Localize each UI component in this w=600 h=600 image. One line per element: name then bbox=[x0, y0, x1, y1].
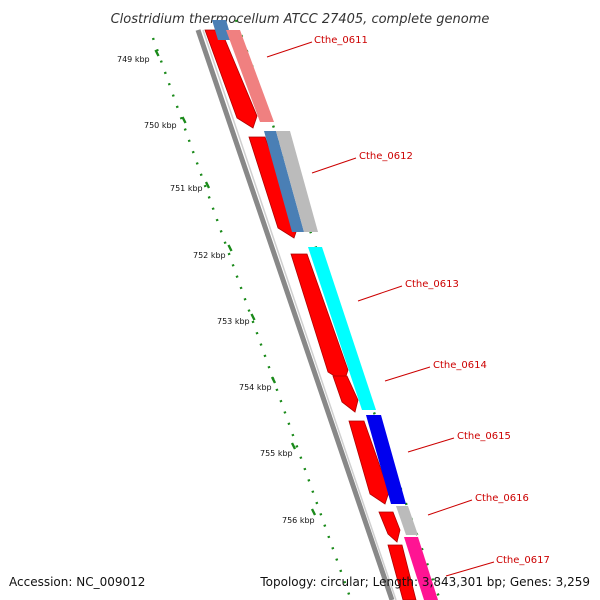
cds-arrow bbox=[378, 511, 401, 543]
genome-summary: Topology: circular; Length: 3,843,301 bp… bbox=[259, 575, 590, 589]
ruler-tick-label: 753 kbp bbox=[217, 317, 250, 326]
cds-arrow bbox=[387, 544, 417, 600]
ruler-tick-label: 751 kbp bbox=[170, 184, 203, 193]
feature-bar bbox=[404, 537, 438, 600]
sequence-backbone bbox=[195, 29, 395, 600]
accession-label: Accession: NC_009012 bbox=[9, 575, 145, 589]
gene-label: Cthe_0613 bbox=[405, 279, 459, 290]
feature-track-ticks bbox=[234, 19, 442, 600]
cds-arrow bbox=[348, 420, 390, 505]
gene-label: Cthe_0616 bbox=[475, 493, 529, 504]
ruler-tick-label: 754 kbp bbox=[239, 383, 272, 392]
ruler-tick-label: 749 kbp bbox=[117, 55, 150, 64]
gene-callouts bbox=[266, 41, 495, 577]
ruler-tick-label: 756 kbp bbox=[282, 516, 315, 525]
gene-label: Cthe_0615 bbox=[457, 431, 511, 442]
gene-label: Cthe_0617 bbox=[496, 555, 550, 566]
feature-bar bbox=[264, 131, 304, 232]
gene-label: Cthe_0611 bbox=[314, 35, 368, 46]
cds-arrow bbox=[332, 375, 359, 413]
feature-bar bbox=[226, 30, 274, 122]
feature-bar bbox=[276, 131, 318, 232]
ruler-major-ticks bbox=[154, 49, 317, 516]
feature-bar bbox=[212, 20, 232, 40]
feature-bar bbox=[366, 415, 406, 504]
ruler-tick-label: 750 kbp bbox=[144, 121, 177, 130]
gene-label: Cthe_0612 bbox=[359, 151, 413, 162]
ruler-tick-label: 752 kbp bbox=[193, 251, 226, 260]
feature-bar bbox=[308, 247, 376, 410]
feature-track bbox=[212, 20, 438, 600]
ruler-tick-label: 755 kbp bbox=[260, 449, 293, 458]
cds-track bbox=[204, 29, 417, 600]
sequence-backbone-highlight bbox=[202, 29, 397, 600]
map-title: Clostridium thermocellum ATCC 27405, com… bbox=[111, 12, 490, 27]
gene-label: Cthe_0614 bbox=[433, 360, 487, 371]
feature-bar bbox=[396, 506, 418, 535]
